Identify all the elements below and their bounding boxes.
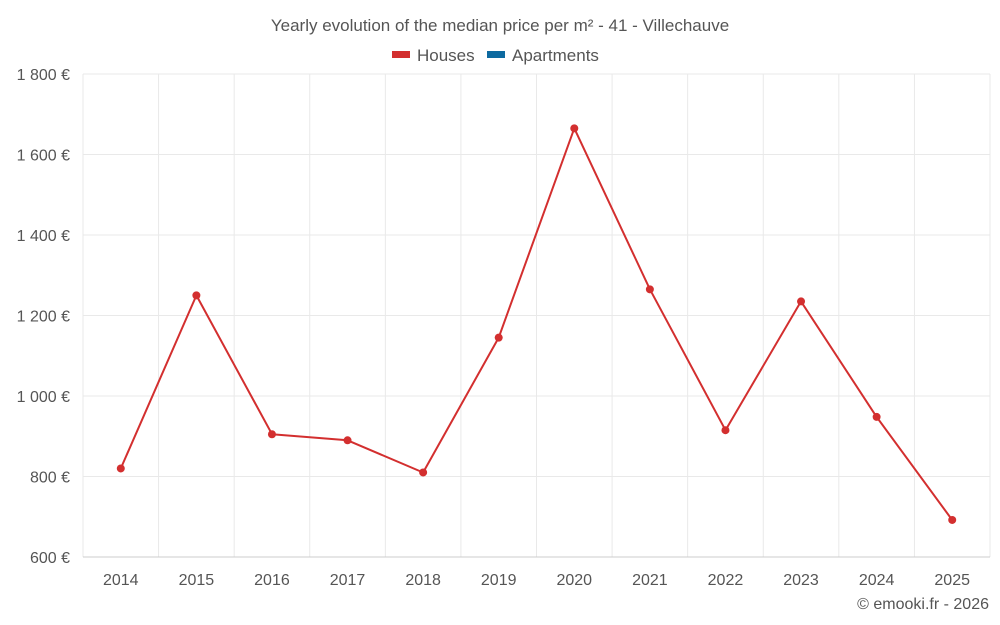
x-tick-label: 2019 — [481, 572, 517, 589]
data-point[interactable] — [343, 436, 352, 445]
y-tick-label: 800 € — [30, 470, 70, 487]
x-tick-label: 2015 — [179, 572, 215, 589]
x-axis: 2014 2015 2016 2017 2018 2019 2020 2021 2022 2023… — [103, 572, 970, 589]
series-line — [119, 127, 954, 521]
x-tick-label: 2014 — [103, 572, 139, 589]
x-tick-label: 2023 — [783, 572, 819, 589]
chart-title: Yearly evolution of the median price per… — [271, 16, 729, 35]
legend-label-houses[interactable]: Houses — [417, 46, 475, 65]
legend-swatch-houses[interactable] — [392, 51, 410, 58]
y-axis: 600 € 800 € 1 000 € 1 200 € 1 400 € 1 600 € 1 … — [17, 67, 70, 567]
x-tick-label: 2025 — [934, 572, 970, 589]
x-tick-label: 2018 — [405, 572, 441, 589]
data-point[interactable] — [721, 426, 730, 435]
y-tick-label: 600 € — [30, 550, 70, 567]
data-point[interactable] — [570, 124, 579, 133]
y-tick-label: 1 000 € — [17, 389, 70, 406]
y-tick-label: 1 200 € — [17, 309, 70, 326]
data-point[interactable] — [116, 464, 125, 473]
legend-label-apartments[interactable]: Apartments — [512, 46, 599, 65]
data-point[interactable] — [267, 430, 276, 439]
x-tick-label: 2020 — [556, 572, 592, 589]
data-point[interactable] — [645, 285, 654, 294]
y-tick-label: 1 600 € — [17, 148, 70, 165]
data-point[interactable] — [797, 297, 806, 306]
y-tick-label: 1 800 € — [17, 67, 70, 84]
x-tick-label: 2016 — [254, 572, 290, 589]
data-point[interactable] — [419, 468, 428, 477]
x-tick-label: 2022 — [708, 572, 744, 589]
x-tick-label: 2024 — [859, 572, 895, 589]
data-point[interactable] — [192, 291, 201, 300]
data-point[interactable] — [948, 515, 957, 524]
series-houses — [116, 124, 957, 524]
data-point[interactable] — [494, 333, 503, 342]
legend-swatch-apartments[interactable] — [487, 51, 505, 58]
credit: © emooki.fr - 2026 — [857, 596, 989, 613]
legend: Houses Apartments — [392, 46, 599, 65]
data-point[interactable] — [872, 412, 881, 421]
x-tick-label: 2017 — [330, 572, 366, 589]
grid — [82, 73, 991, 557]
x-tick-label: 2021 — [632, 572, 668, 589]
y-tick-label: 1 400 € — [17, 228, 70, 245]
